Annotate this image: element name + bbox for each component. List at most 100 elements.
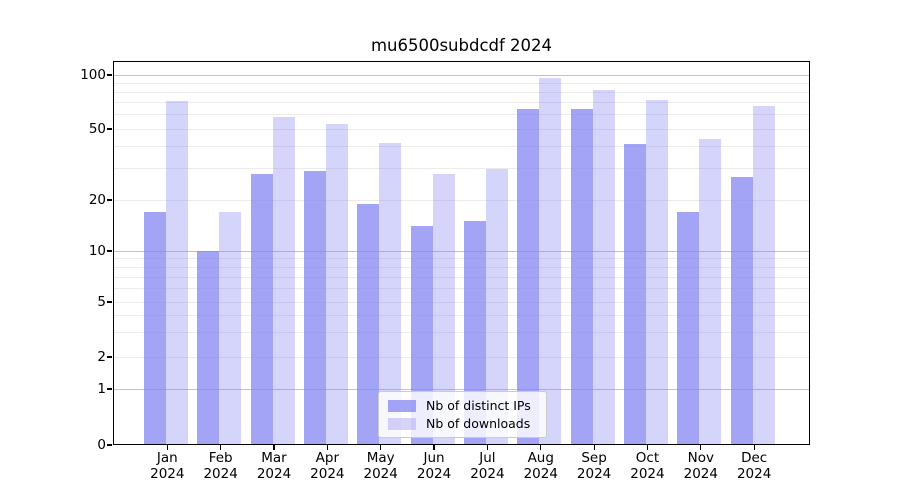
bar-nb-of-distinct-ips-dec — [730, 176, 753, 445]
gridline-minor — [114, 82, 809, 84]
bar-nb-of-distinct-ips-jan — [143, 211, 166, 445]
gridline-minor — [114, 258, 809, 260]
chart-title: mu6500subdcdf 2024 — [370, 36, 553, 55]
year-label: 2024 — [363, 466, 398, 482]
x-axis-tick-label: Feb 2024 — [179, 450, 263, 482]
gridline-minor — [114, 114, 809, 116]
bar-nb-of-distinct-ips-mar — [250, 173, 273, 445]
bar-nb-of-downloads-aug — [539, 78, 562, 445]
x-axis-tick-label: May 2024 — [339, 450, 423, 482]
bar-nb-of-downloads-sep — [592, 89, 615, 445]
year-label: 2024 — [416, 466, 452, 482]
y-axis-tick-label: 50 — [88, 121, 106, 137]
year-label: 2024 — [470, 466, 505, 482]
gridline-minor — [114, 145, 809, 147]
legend-swatch-1 — [388, 417, 416, 430]
bar-nb-of-distinct-ips-apr — [303, 171, 326, 445]
y-axis-tick — [107, 74, 112, 76]
y-axis-tick-label: 1 — [97, 381, 106, 397]
month-label: Nov — [687, 450, 714, 466]
gridline-minor — [114, 266, 809, 268]
year-label: 2024 — [203, 466, 238, 482]
bar-nb-of-downloads-jan — [165, 100, 188, 445]
bar-nb-of-distinct-ips-jun — [410, 226, 433, 445]
bar-nb-of-downloads-oct — [645, 99, 668, 445]
bar-nb-of-distinct-ips-nov — [677, 211, 700, 445]
y-axis-tick — [107, 250, 112, 252]
bar-nb-of-downloads-jun — [432, 173, 455, 445]
gridline-minor — [114, 276, 809, 278]
year-label: 2024 — [256, 466, 292, 482]
gridline-minor — [114, 301, 809, 303]
gridline-minor — [114, 91, 809, 93]
x-axis-tick-label: Jul 2024 — [445, 450, 529, 482]
month-label: Aug — [527, 450, 554, 466]
y-axis-tick — [107, 128, 112, 130]
month-label: Feb — [208, 450, 233, 466]
bar-nb-of-downloads-jul — [485, 168, 508, 445]
y-axis-tick-label: 20 — [88, 192, 106, 208]
bar-nb-of-downloads-feb — [219, 211, 242, 445]
year-label: 2024 — [576, 466, 612, 482]
gridline-minor — [114, 102, 809, 104]
y-axis-tick — [107, 301, 112, 303]
y-axis-tick-label: 0 — [97, 437, 106, 453]
gridline-minor — [114, 288, 809, 290]
gridline-minor — [114, 314, 809, 316]
y-axis-tick — [107, 356, 112, 358]
month-label: Jul — [479, 450, 496, 466]
y-axis-tick-label: 10 — [88, 243, 106, 259]
month-label: Sep — [581, 450, 607, 466]
y-axis-tick — [107, 199, 112, 201]
bar-nb-of-distinct-ips-feb — [197, 251, 220, 445]
gridline-minor — [114, 168, 809, 170]
x-axis-tick — [273, 445, 275, 450]
x-axis-tick — [326, 445, 329, 450]
bar-nb-of-downloads-nov — [699, 138, 722, 445]
x-axis-tick-label: Nov 2024 — [659, 450, 743, 482]
x-axis-tick-label: Jan 2024 — [125, 450, 209, 482]
x-axis-tick-label: Sep 2024 — [552, 450, 636, 482]
x-axis-tick — [700, 445, 702, 450]
legend-label: Nb of distinct IPs — [426, 397, 531, 413]
legend: Nb of distinct IPs Nb of downloads — [378, 391, 547, 438]
gridline-minor — [114, 356, 809, 358]
x-axis-tick — [166, 445, 168, 450]
month-label: Apr — [315, 450, 340, 466]
legend-item: Nb of distinct IPs — [388, 397, 546, 413]
year-label: 2024 — [310, 466, 345, 482]
y-axis-tick — [107, 444, 112, 446]
y-axis-tick — [107, 388, 112, 390]
bar-nb-of-distinct-ips-oct — [623, 144, 646, 445]
bar-nb-of-distinct-ips-jul — [463, 221, 486, 445]
x-axis-tick — [593, 445, 595, 450]
bar-nb-of-downloads-may — [379, 142, 402, 445]
gridline-minor — [114, 332, 809, 334]
bar-nb-of-distinct-ips-aug — [517, 108, 540, 445]
bar-nb-of-downloads-mar — [272, 117, 295, 445]
gridline-major — [114, 388, 809, 390]
gridline-major — [114, 74, 809, 76]
x-axis-tick-label: Aug 2024 — [499, 450, 583, 482]
x-axis-tick — [433, 445, 435, 450]
x-axis-tick-label: Dec 2024 — [712, 450, 796, 482]
bar-nb-of-downloads-dec — [752, 106, 775, 445]
y-axis-tick-label: 2 — [97, 349, 106, 365]
year-label: 2024 — [630, 466, 665, 482]
x-axis-tick — [646, 445, 649, 450]
bar-nb-of-distinct-ips-may — [357, 203, 380, 445]
month-label: Jan — [156, 450, 178, 466]
x-axis-tick — [486, 445, 489, 450]
year-label: 2024 — [683, 466, 718, 482]
bar-nb-of-downloads-apr — [325, 124, 348, 445]
x-axis-tick-label: Oct 2024 — [605, 450, 689, 482]
gridline-minor — [114, 128, 809, 130]
year-label: 2024 — [736, 466, 772, 482]
gridline-minor — [114, 199, 809, 201]
month-label: Oct — [635, 450, 660, 466]
legend-label: Nb of downloads — [426, 415, 531, 431]
gridline-major — [114, 250, 809, 252]
x-axis-tick — [753, 445, 755, 450]
y-axis-tick-label: 5 — [97, 294, 106, 310]
